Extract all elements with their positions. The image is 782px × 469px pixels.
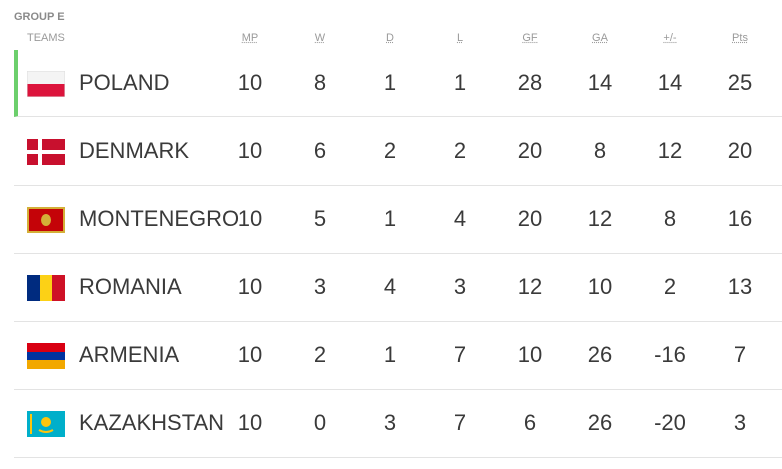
stat-cell: 12 <box>587 206 613 231</box>
stat-cell: 3 <box>453 274 467 299</box>
stat-cell: 8 <box>663 206 677 231</box>
stat-cell: 10 <box>237 206 263 231</box>
column-header: Pts <box>732 32 748 44</box>
table-row: ARMENIA 10 2 1 7 10 26 -16 7 <box>14 322 782 390</box>
stat-cell: 6 <box>313 138 327 163</box>
stat-cell: 16 <box>727 206 753 231</box>
stat-cell: 4 <box>383 274 397 299</box>
column-header: GF <box>522 32 538 44</box>
stat-cell: 7 <box>733 342 747 367</box>
stat-cell: 2 <box>383 138 397 163</box>
stat-cell: 8 <box>313 70 327 95</box>
stat-cell: 14 <box>587 70 613 95</box>
stat-cell: 20 <box>517 206 543 231</box>
stat-cell: 1 <box>383 206 397 231</box>
stat-cell: 3 <box>383 410 397 435</box>
table-row: ROMANIA 10 3 4 3 12 10 2 13 <box>14 254 782 322</box>
stat-cell: -20 <box>654 410 686 435</box>
stat-cell: 1 <box>383 342 397 367</box>
stat-cell: 25 <box>727 70 753 95</box>
stat-cell: 12 <box>517 274 543 299</box>
stat-cell: 1 <box>453 70 467 95</box>
stat-cell: 5 <box>313 206 327 231</box>
column-header: L <box>456 32 464 44</box>
column-header: D <box>386 32 394 44</box>
table-row: DENMARK 10 6 2 2 20 8 12 20 <box>14 118 782 186</box>
team-name: POLAND <box>79 70 170 95</box>
stat-cell: -16 <box>654 342 686 367</box>
stat-cell: 0 <box>313 410 327 435</box>
stat-cell: 10 <box>587 274 613 299</box>
stat-cell: 2 <box>663 274 677 299</box>
column-header: W <box>314 32 326 44</box>
stat-cell: 10 <box>237 274 263 299</box>
stat-cell: 14 <box>657 70 683 95</box>
stat-cell: 10 <box>237 342 263 367</box>
stat-cell: 8 <box>593 138 607 163</box>
stat-cell: 4 <box>453 206 467 231</box>
stat-cell: 26 <box>587 410 613 435</box>
stat-cell: 13 <box>727 274 753 299</box>
stat-cell: 10 <box>517 342 543 367</box>
table-row: MONTENEGRO 10 5 1 4 20 12 8 16 <box>14 186 782 254</box>
flag <box>27 71 65 97</box>
stat-cell: 2 <box>453 138 467 163</box>
flag <box>27 139 65 165</box>
column-header: GA <box>592 32 608 44</box>
stat-cell: 7 <box>453 410 467 435</box>
stat-cell: 3 <box>733 410 747 435</box>
stat-cell: 10 <box>237 410 263 435</box>
stat-cell: 2 <box>313 342 327 367</box>
table-row: POLAND 10 8 1 1 28 14 14 25 <box>14 50 782 117</box>
flag <box>27 411 65 437</box>
stat-cell: 6 <box>523 410 537 435</box>
flag <box>27 275 65 301</box>
flag <box>27 207 65 233</box>
stat-cell: 26 <box>587 342 613 367</box>
stat-cell: 28 <box>517 70 543 95</box>
team-name: MONTENEGRO <box>79 206 240 231</box>
stat-cell: 1 <box>383 70 397 95</box>
flag <box>27 343 65 369</box>
stat-cell: 12 <box>657 138 683 163</box>
column-header: TEAMS <box>27 32 65 44</box>
column-header: MP <box>241 32 259 44</box>
stat-cell: 20 <box>517 138 543 163</box>
stat-cell: 3 <box>313 274 327 299</box>
column-header: +/- <box>663 32 677 44</box>
stat-cell: 7 <box>453 342 467 367</box>
stat-cell: 10 <box>237 70 263 95</box>
team-name: ROMANIA <box>79 274 182 299</box>
team-name: DENMARK <box>79 138 190 163</box>
stat-cell: 20 <box>727 138 753 163</box>
team-name: ARMENIA <box>79 342 180 367</box>
stat-cell: 10 <box>237 138 263 163</box>
team-name: KAZAKHSTAN <box>79 410 225 435</box>
group-title: GROUP E <box>14 11 65 23</box>
table-row: KAZAKHSTAN 10 0 3 7 6 26 -20 3 <box>14 390 782 458</box>
